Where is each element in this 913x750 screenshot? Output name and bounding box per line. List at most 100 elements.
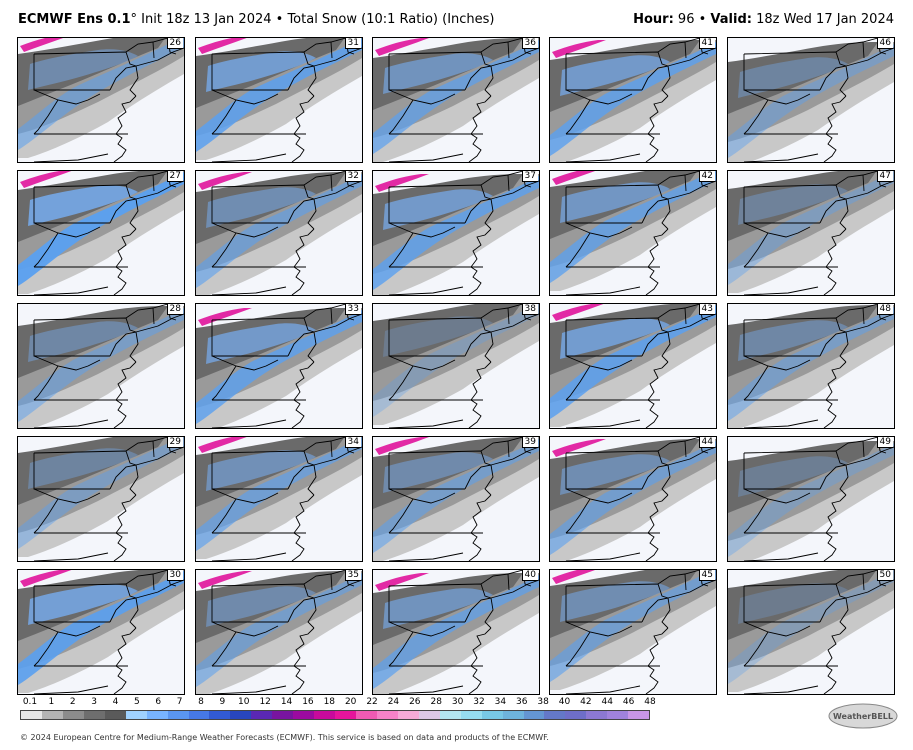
snow-band-blue xyxy=(728,171,894,285)
coastline xyxy=(291,361,315,428)
coastline xyxy=(823,95,847,162)
member-map-svg xyxy=(18,570,184,694)
state-border xyxy=(211,631,237,667)
snow-band-blue xyxy=(550,171,716,283)
snow-band-heavy xyxy=(196,172,346,244)
state-border xyxy=(125,38,169,53)
colorbar-swatch xyxy=(21,711,42,719)
colorbar-swatch xyxy=(293,711,315,719)
snow-band-blue-north xyxy=(738,583,848,624)
state-border xyxy=(835,171,879,186)
coastline xyxy=(291,228,315,295)
snow-band-medium xyxy=(728,171,894,269)
state-border xyxy=(845,313,894,333)
member-number-label: 29 xyxy=(166,437,183,448)
state-border xyxy=(307,464,317,496)
state-border xyxy=(388,51,492,67)
state-border xyxy=(862,573,865,591)
snow-band-blue-north xyxy=(560,182,670,223)
member-map-svg xyxy=(550,38,716,162)
state-border xyxy=(388,621,456,637)
member-map-svg xyxy=(550,171,716,295)
ensemble-member-map: 50 xyxy=(727,569,895,695)
snow-band-pink xyxy=(198,437,247,453)
ensemble-member-map: 36 xyxy=(372,37,540,163)
state-border xyxy=(862,174,865,192)
state-border xyxy=(490,446,539,466)
state-border xyxy=(565,419,641,428)
state-border xyxy=(33,286,109,295)
snow-band-blue-north xyxy=(383,452,493,493)
state-border xyxy=(565,488,633,504)
member-number-label: 26 xyxy=(166,38,183,49)
member-number-label: 39 xyxy=(521,437,538,448)
member-map-svg xyxy=(550,304,716,428)
colorbar-swatch xyxy=(167,711,189,719)
state-border xyxy=(819,65,847,91)
snow-band-blue-north xyxy=(738,320,848,361)
state-border xyxy=(743,286,819,295)
state-border xyxy=(684,307,687,325)
state-border xyxy=(211,552,287,561)
colorbar: 0.1 1 2 3 4 5 6 7 8 9 10 12 14 16 18 20 22 24 26 28 30 32 34 36… xyxy=(20,697,656,720)
snow-band-blue-north xyxy=(28,448,138,489)
snow-band-blue xyxy=(728,44,894,158)
snow-band-blue-north xyxy=(560,318,670,359)
state-border xyxy=(313,313,362,333)
snow-band-blue xyxy=(196,38,362,152)
colorbar-swatch xyxy=(314,711,336,719)
colorbar-swatch xyxy=(62,711,84,719)
state-border xyxy=(661,464,671,496)
state-border xyxy=(743,365,769,401)
state-border xyxy=(33,99,59,135)
state-border xyxy=(484,331,494,363)
snow-band-medium xyxy=(728,441,894,541)
member-number-label: 45 xyxy=(698,570,715,581)
colorbar-tick-label: 1 xyxy=(48,697,55,707)
colorbar-swatch xyxy=(481,711,503,719)
colorbar-tick-label: 6 xyxy=(155,697,162,707)
member-map-svg xyxy=(196,38,362,162)
ensemble-member-map: 27 xyxy=(17,170,185,296)
state-border xyxy=(33,685,109,694)
snow-band-blue xyxy=(18,571,184,685)
state-border xyxy=(839,198,849,230)
member-number-label: 40 xyxy=(521,570,538,581)
member-number-label: 37 xyxy=(521,171,538,182)
coastline xyxy=(645,494,669,561)
state-border xyxy=(835,38,879,53)
state-border xyxy=(388,631,414,667)
snow-band-heavy xyxy=(728,441,878,513)
state-border xyxy=(307,597,317,629)
state-border xyxy=(565,232,591,268)
colorbar-tick-label: 7 xyxy=(176,697,183,707)
snow-band-heavy xyxy=(728,42,878,114)
state-border xyxy=(33,450,137,466)
coastline xyxy=(645,627,669,694)
snow-band-blue xyxy=(196,310,362,424)
ensemble-member-map: 31 xyxy=(195,37,363,163)
state-border xyxy=(565,685,641,694)
state-border xyxy=(480,437,524,452)
state-border xyxy=(129,464,139,496)
state-border xyxy=(211,685,287,694)
colorbar-swatch xyxy=(188,711,210,719)
snow-band-heavy xyxy=(373,437,523,509)
state-border xyxy=(819,597,847,623)
state-border xyxy=(484,65,494,97)
state-border xyxy=(388,232,414,268)
member-number-label: 32 xyxy=(344,171,361,182)
state-border xyxy=(480,304,524,319)
coastline xyxy=(291,494,315,561)
snow-band-blue xyxy=(550,42,716,156)
member-map-svg xyxy=(728,437,894,561)
valid-time: Hour: 96 • Valid: 18z Wed 17 Jan 2024 xyxy=(633,12,894,27)
ensemble-member-map: 33 xyxy=(195,303,363,429)
ensemble-member-map: 28 xyxy=(17,303,185,429)
ensemble-member-map: 37 xyxy=(372,170,540,296)
state-border xyxy=(129,198,139,230)
state-border xyxy=(565,317,669,333)
state-border xyxy=(125,570,169,585)
hour-label: Hour: xyxy=(633,12,674,27)
member-map-svg xyxy=(550,437,716,561)
